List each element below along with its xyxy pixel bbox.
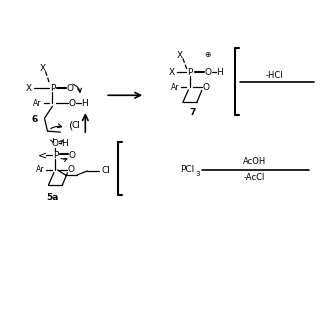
Text: -AcCl: -AcCl <box>244 173 265 182</box>
Text: O: O <box>52 139 59 148</box>
Text: H: H <box>61 139 68 148</box>
Text: 6: 6 <box>31 115 38 124</box>
Text: X: X <box>169 68 175 77</box>
Text: 5a: 5a <box>46 193 59 202</box>
Text: Ar: Ar <box>33 99 42 108</box>
Text: O: O <box>67 84 74 93</box>
Text: X: X <box>26 84 32 93</box>
Text: O: O <box>69 150 76 160</box>
Text: O: O <box>68 165 75 174</box>
Text: Ar: Ar <box>171 83 179 92</box>
Text: H: H <box>216 68 223 77</box>
Text: 7: 7 <box>190 108 196 117</box>
Text: ⊕: ⊕ <box>204 50 211 59</box>
Text: 3: 3 <box>196 171 200 177</box>
Text: (: ( <box>69 120 74 130</box>
Text: O: O <box>204 68 211 77</box>
Text: P: P <box>187 68 193 77</box>
Text: P: P <box>53 150 58 160</box>
Text: O: O <box>202 83 209 92</box>
Text: PCl: PCl <box>180 165 195 174</box>
Text: Ar: Ar <box>36 165 45 174</box>
Text: Cl: Cl <box>102 166 111 175</box>
Text: H: H <box>81 99 88 108</box>
Text: AcOH: AcOH <box>243 157 266 166</box>
Text: Cl: Cl <box>72 121 81 130</box>
Text: X: X <box>177 51 183 60</box>
Text: O: O <box>69 99 76 108</box>
Text: X: X <box>39 64 45 73</box>
Text: -HCl: -HCl <box>266 71 283 80</box>
Text: P: P <box>50 84 55 93</box>
Text: <: < <box>38 150 47 160</box>
